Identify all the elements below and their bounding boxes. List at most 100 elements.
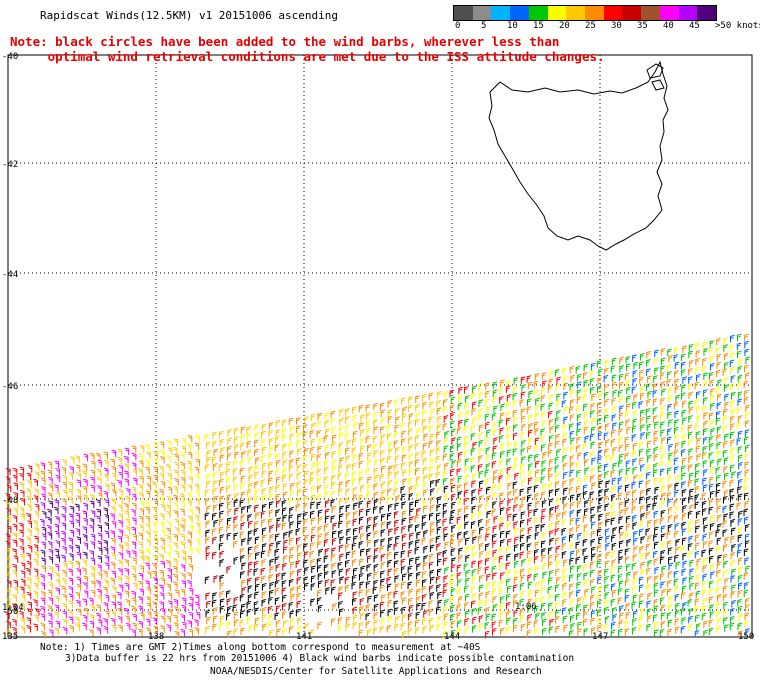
- wind-barb: [408, 588, 414, 597]
- wind-barb: [408, 524, 413, 532]
- wind-barb: [477, 606, 483, 615]
- wind-barb: [19, 481, 24, 490]
- wind-barb: [117, 456, 122, 465]
- wind-barb: [702, 452, 707, 460]
- wind-barb: [55, 554, 60, 563]
- wind-barb: [653, 519, 659, 527]
- wind-barb: [605, 512, 611, 520]
- wind-barb: [247, 577, 252, 586]
- wind-barb: [125, 598, 130, 607]
- wind-barb: [26, 513, 31, 521]
- wind-barb: [254, 607, 260, 616]
- wind-barb: [527, 581, 533, 589]
- wind-barb: [394, 455, 400, 463]
- wind-barb: [610, 470, 616, 478]
- wind-barb: [246, 504, 252, 513]
- wind-barb: [673, 570, 679, 579]
- wind-barb: [180, 469, 186, 478]
- wind-barb: [591, 627, 596, 635]
- wind-barb: [723, 457, 729, 465]
- wind-barb: [442, 510, 448, 518]
- wind-barb: [682, 345, 687, 353]
- wind-barb: [365, 620, 371, 629]
- wind-barb: [533, 556, 539, 564]
- wind-barb: [610, 566, 616, 575]
- wind-barb: [639, 520, 645, 528]
- wind-barb: [295, 608, 301, 617]
- wind-barb: [570, 598, 575, 607]
- wind-barb: [506, 449, 512, 457]
- wind-barb: [744, 492, 749, 501]
- wind-barb: [639, 593, 644, 601]
- wind-barb: [682, 577, 688, 585]
- wind-barb: [458, 411, 463, 420]
- wind-barb: [464, 618, 469, 626]
- wind-barb: [596, 528, 602, 537]
- wind-barb: [367, 444, 372, 452]
- wind-barb: [702, 517, 708, 525]
- wind-barb: [194, 601, 200, 610]
- wind-barb: [738, 462, 743, 470]
- wind-barb: [500, 611, 505, 619]
- wind-barb: [577, 621, 582, 630]
- wind-barb: [82, 510, 87, 518]
- wind-barb: [40, 630, 46, 639]
- wind-barb: [145, 515, 150, 524]
- wind-barb: [359, 422, 364, 430]
- wind-barb: [90, 572, 96, 581]
- wind-barb: [409, 508, 414, 516]
- wind-barb: [53, 484, 59, 492]
- wind-barb: [75, 599, 81, 608]
- wind-barb: [695, 519, 700, 527]
- wind-barb: [660, 573, 665, 581]
- wind-barb: [393, 543, 399, 551]
- wind-barb: [422, 482, 428, 491]
- wind-barb: [548, 561, 553, 569]
- wind-barb: [282, 594, 287, 603]
- wind-barb: [653, 541, 659, 550]
- wind-barb: [5, 493, 11, 501]
- wind-barb: [146, 611, 152, 619]
- wind-barb: [394, 398, 400, 407]
- wind-barb: [54, 548, 60, 556]
- wind-barb: [576, 589, 581, 597]
- wind-barb: [463, 403, 469, 411]
- wind-barb: [631, 434, 637, 442]
- wind-barb: [716, 474, 721, 483]
- wind-barb: [303, 543, 308, 551]
- wind-barb: [402, 469, 407, 477]
- wind-barb: [429, 504, 435, 513]
- wind-barb: [652, 415, 658, 423]
- wind-barb: [506, 473, 512, 482]
- wind-barb: [311, 575, 316, 583]
- wind-barb: [737, 599, 742, 607]
- wind-barb: [533, 573, 539, 581]
- wind-barb: [317, 589, 322, 598]
- wind-barb: [604, 615, 610, 624]
- wind-barb: [218, 463, 224, 472]
- wind-barb: [281, 507, 287, 515]
- wind-barb: [124, 463, 129, 471]
- wind-barb: [131, 565, 136, 574]
- wind-barb: [33, 623, 38, 631]
- wind-barb: [212, 623, 217, 632]
- wind-barb: [90, 469, 96, 478]
- wind-barb: [562, 607, 567, 615]
- wind-barb: [499, 492, 504, 500]
- wind-barb: [696, 623, 701, 631]
- wind-barb: [597, 553, 602, 562]
- wind-barb: [576, 469, 581, 478]
- wind-barb: [547, 547, 553, 555]
- wind-barb: [703, 372, 708, 380]
- wind-barb: [76, 608, 82, 616]
- wind-barb: [62, 546, 67, 554]
- wind-barb: [527, 494, 532, 502]
- wind-barb: [722, 368, 728, 376]
- wind-barb: [625, 611, 631, 620]
- wind-barb: [674, 410, 680, 419]
- wind-barb: [395, 535, 400, 544]
- wind-barb: [48, 500, 53, 508]
- wind-barb: [124, 582, 130, 591]
- wind-barb: [5, 587, 11, 596]
- wind-barb: [708, 506, 714, 515]
